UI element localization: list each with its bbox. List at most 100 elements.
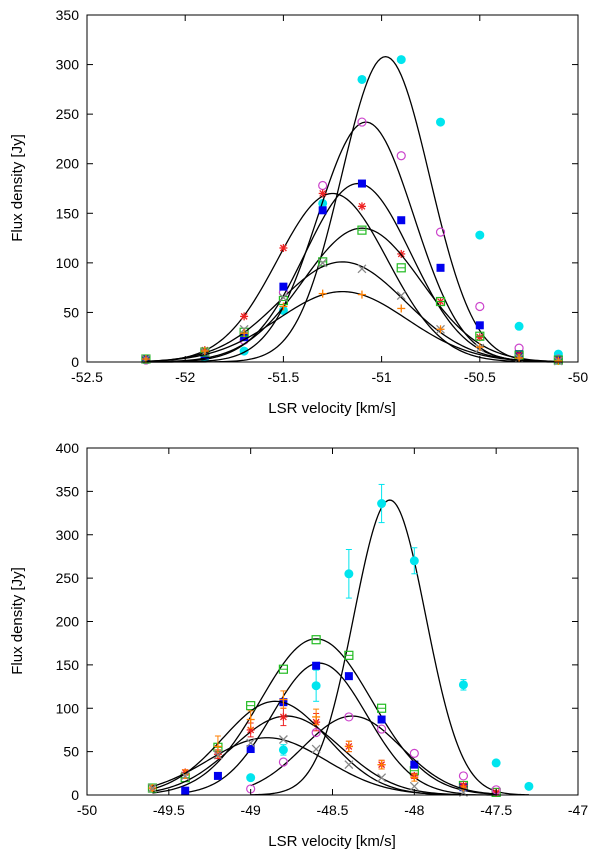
top-green-open-square-fit-curve (145, 227, 559, 363)
bottom-gray-cross-point (377, 773, 387, 783)
bottom-cyan-filled-circle-point (377, 499, 387, 509)
bottom-cyan-filled-circle-point (278, 745, 288, 755)
top-blue-filled-square-fit-curve (145, 182, 559, 363)
bottom-x-tick-label: -48.5 (317, 802, 349, 818)
top-magenta-open-circle-point (435, 227, 446, 237)
top-magenta-open-circle-point (396, 151, 406, 161)
bottom-gray-cross-point-stroke-d2 (311, 744, 321, 754)
top-gray-cross-point-stroke-d2 (357, 264, 367, 274)
top-x-tick-label: -52 (175, 369, 195, 385)
top-gray-cross-point (357, 264, 367, 274)
bottom-magenta-open-circle-point (344, 712, 354, 722)
bottom-blue-filled-square-point (377, 715, 386, 724)
bottom-blue-filled-square-point (312, 661, 321, 670)
bottom-red-star-point-stroke-d2 (279, 713, 287, 721)
top-x-tick-label: -52.5 (71, 369, 103, 385)
top-red-star-point-stroke-d2 (240, 312, 248, 320)
bottom-gray-cross-point (180, 771, 190, 781)
top-chart-y-axis-label: Flux density [Jy] (9, 134, 26, 242)
top-red-star-series (141, 189, 563, 365)
bottom-orange-plus-point (279, 695, 288, 704)
bottom-cyan-filled-circle-point (246, 773, 256, 783)
bottom-magenta-open-circle-point (458, 771, 469, 781)
bottom-orange-plus-point (213, 742, 222, 751)
bottom-cyan-filled-circle-series (246, 483, 534, 796)
top-chart-plot-area (141, 55, 563, 366)
bottom-chart-panel: -50 -49.5 -49 -48.5 -48 -47.5 -47 0 50 100 150 200 2… (9, 440, 588, 850)
top-magenta-open-circle-point (475, 301, 485, 312)
top-orange-plus-point (279, 302, 288, 311)
bottom-gray-cross-point-stroke-d2 (180, 771, 190, 781)
bottom-y-tick-label: 150 (56, 657, 80, 673)
top-cyan-filled-circle-series (141, 55, 563, 365)
bottom-gray-cross-point-stroke-d2 (409, 781, 419, 791)
bottom-gray-cross-series (148, 735, 468, 797)
top-y-tick-label: 300 (56, 57, 80, 73)
top-y-tick-label: 350 (56, 7, 80, 23)
bottom-magenta-open-circle-point (278, 757, 288, 767)
bottom-orange-plus-point (410, 773, 419, 782)
bottom-blue-filled-square-point (246, 745, 255, 754)
top-orange-plus-point (436, 325, 445, 334)
top-cyan-filled-circle-point (396, 55, 406, 65)
bottom-y-tick-label: 300 (56, 527, 80, 543)
top-y-tick-label: 250 (56, 106, 80, 122)
top-green-open-square-series (141, 225, 563, 365)
top-gray-cross-point-stroke-d2 (278, 293, 288, 303)
top-x-tick-label: -50 (568, 369, 588, 385)
bottom-gray-cross-point (213, 750, 223, 760)
top-cyan-filled-circle-point (475, 230, 485, 240)
top-blue-filled-square-series (141, 179, 563, 365)
bottom-blue-filled-square-point (410, 760, 419, 769)
bottom-blue-filled-square-point (213, 771, 222, 780)
bottom-green-open-square-point (344, 650, 354, 660)
bottom-blue-filled-square-point (181, 786, 190, 795)
top-orange-plus-point (357, 290, 366, 299)
top-x-tick-label: -51.5 (267, 369, 299, 385)
bottom-green-open-square-point (311, 635, 321, 645)
top-y-tick-label: 200 (56, 156, 80, 172)
top-red-star-point-stroke-d2 (476, 333, 484, 341)
bottom-x-tick-label: -49 (241, 802, 261, 818)
bottom-gray-cross-point (311, 744, 321, 754)
bottom-x-tick-label: -47 (568, 802, 588, 818)
top-gray-cross-fit-curve (145, 261, 559, 363)
top-gray-cross-point (278, 293, 288, 303)
bottom-green-open-square-fit-curve (152, 638, 497, 795)
top-green-open-square-point (318, 257, 328, 267)
top-magenta-open-circle-point (357, 117, 367, 127)
top-blue-filled-square-point (475, 321, 484, 330)
bottom-magenta-open-circle-fit-curve (250, 715, 497, 795)
bottom-orange-plus-point (377, 760, 386, 769)
top-red-star-fit-curve (145, 192, 559, 363)
bottom-chart-ticks: -50 -49.5 -49 -48.5 -48 -47.5 -47 0 50 100 150 200 2… (56, 440, 589, 818)
bottom-green-open-square-point (377, 703, 387, 713)
bottom-orange-plus-point (312, 712, 321, 721)
bottom-y-tick-label: 350 (56, 483, 80, 499)
bottom-x-tick-label: -49.5 (153, 802, 185, 818)
bottom-gray-cross-point (409, 781, 419, 791)
top-cyan-filled-circle-point (357, 74, 367, 84)
bottom-magenta-open-circle-point (311, 727, 321, 738)
bottom-green-open-square-point (278, 664, 288, 674)
top-magenta-open-circle-fit-curve (145, 121, 559, 363)
top-red-star-point (318, 189, 327, 198)
bottom-gray-cross-fit-curve (152, 737, 464, 796)
top-green-open-square-point (357, 225, 367, 235)
top-gray-cross-point-stroke-d2 (396, 291, 406, 301)
top-red-star-point-stroke-d2 (279, 244, 287, 252)
bottom-gray-cross-point-stroke-d2 (213, 750, 223, 760)
top-chart-panel: -52.5 -52 -51.5 -51 -50.5 -50 0 50 100 150 200 250 3… (9, 7, 588, 417)
bottom-y-tick-label: 0 (71, 787, 79, 803)
top-blue-filled-square-point (318, 206, 327, 215)
bottom-blue-filled-square-point (344, 672, 353, 681)
top-y-tick-label: 50 (63, 304, 79, 320)
top-red-star-point-stroke-d2 (358, 202, 366, 210)
bottom-y-tick-label: 100 (56, 700, 80, 716)
top-red-star-point-stroke-d2 (319, 189, 327, 197)
bottom-magenta-open-circle-series (246, 712, 501, 795)
bottom-gray-cross-point-stroke-d2 (278, 735, 288, 744)
top-blue-filled-square-point (397, 216, 406, 225)
bottom-cyan-filled-circle-point (491, 758, 501, 768)
